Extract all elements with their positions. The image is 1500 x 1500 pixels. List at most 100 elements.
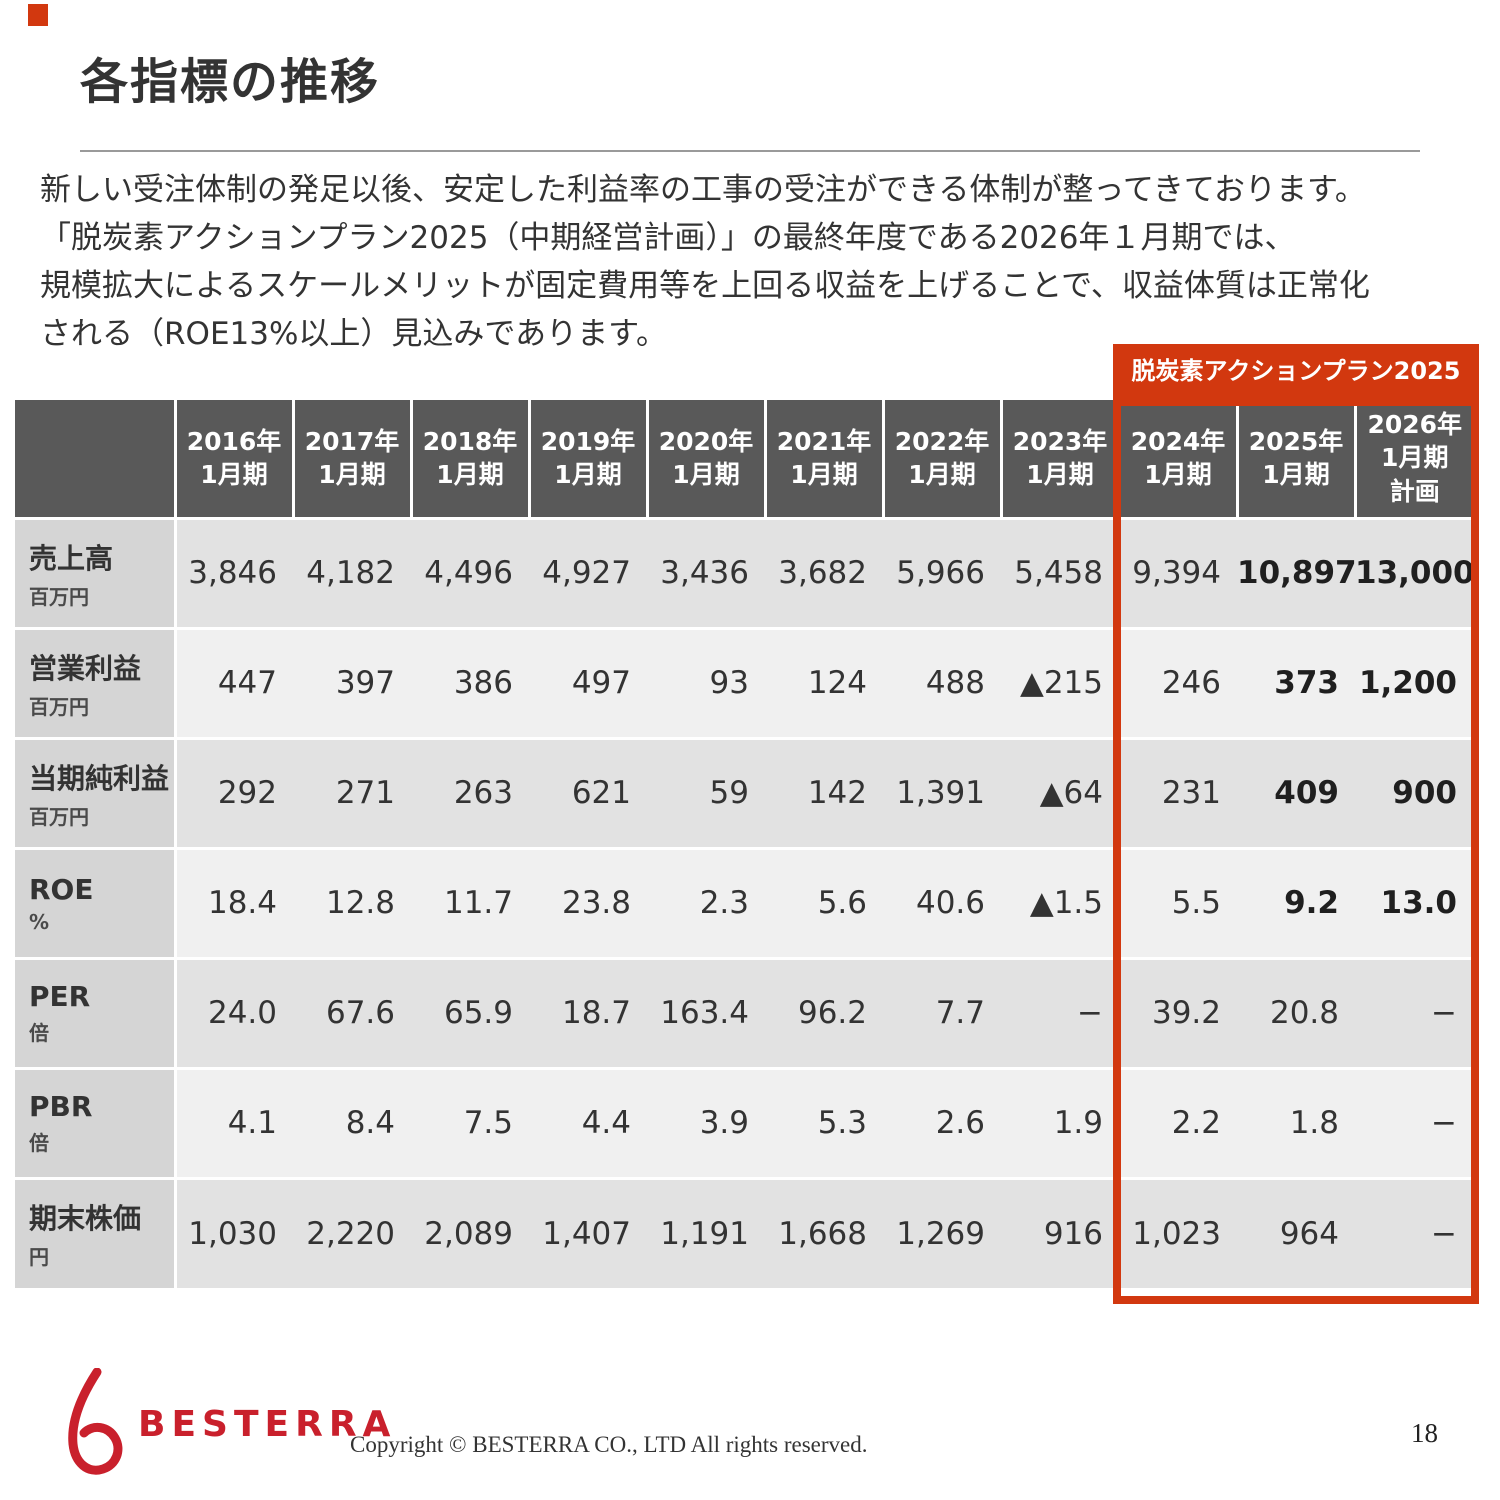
cell-2025: 964 <box>1237 1176 1355 1288</box>
plan-badge: 脱炭素アクションプラン2025 <box>1113 344 1479 398</box>
title-underline <box>80 150 1420 152</box>
cell-2023: − <box>1001 956 1119 1068</box>
corner-accent <box>28 4 48 26</box>
column-header-2018: 2018年 1月期 <box>409 400 529 520</box>
cell-2026: 1,200 <box>1355 626 1473 738</box>
cell-2019: 18.7 <box>529 956 647 1068</box>
cell-2025: 9.2 <box>1237 846 1355 958</box>
cell-2017: 12.8 <box>293 846 411 958</box>
row-label: ROE% <box>15 846 177 958</box>
column-header-2022: 2022年 1月期 <box>881 400 1001 520</box>
row-name: 当期純利益 <box>29 761 170 795</box>
cell-2019: 4.4 <box>529 1066 647 1178</box>
cell-2019: 23.8 <box>529 846 647 958</box>
besterra-logo-icon <box>68 1368 123 1475</box>
cell-2024: 2.2 <box>1119 1066 1237 1178</box>
column-header-2016: 2016年 1月期 <box>173 400 293 520</box>
cell-2021: 3,682 <box>765 516 883 628</box>
cell-2017: 271 <box>293 736 411 848</box>
cell-2025: 373 <box>1237 626 1355 738</box>
column-header-2024: 2024年 1月期 <box>1117 400 1237 520</box>
table-row: 売上高 百万円 3,846 4,182 4,496 4,927 3,436 3,682 5,96… <box>15 516 1475 628</box>
table-row: 期末株価円 1,030 2,220 2,089 1,407 1,191 1,668 1,269… <box>15 1176 1473 1288</box>
row-label: 当期純利益 百万円 <box>15 736 177 848</box>
page-number: 18 <box>1411 1418 1438 1448</box>
row-name: PER <box>29 980 91 1013</box>
cell-2022: 1,391 <box>883 736 1001 848</box>
besterra-logo-text: BESTERRA <box>138 1403 397 1445</box>
cell-2018: 11.7 <box>411 846 529 958</box>
cell-2022: 7.7 <box>883 956 1001 1068</box>
cell-2022: 1,269 <box>883 1176 1001 1288</box>
footer-logo: BESTERRA <box>56 1368 396 1480</box>
cell-2019: 1,407 <box>529 1176 647 1288</box>
cell-2021: 5.3 <box>765 1066 883 1178</box>
cell-2024: 5.5 <box>1119 846 1237 958</box>
row-unit: 百万円 <box>29 584 89 609</box>
row-unit: 倍 <box>29 1021 49 1045</box>
row-unit: % <box>29 909 50 934</box>
cell-2022: 40.6 <box>883 846 1001 958</box>
cell-2020: 3.9 <box>647 1066 765 1178</box>
cell-2016: 447 <box>175 626 293 738</box>
cell-2019: 621 <box>529 736 647 848</box>
cell-2018: 7.5 <box>411 1066 529 1178</box>
cell-2026: − <box>1355 956 1473 1068</box>
cell-2017: 2,220 <box>293 1176 411 1288</box>
cell-2016: 18.4 <box>175 846 293 958</box>
column-header-2026: 2026年 1月期 計画 <box>1353 400 1473 520</box>
row-unit: 百万円 <box>29 694 89 719</box>
cell-2021: 1,668 <box>765 1176 883 1288</box>
cell-2025: 20.8 <box>1237 956 1355 1068</box>
cell-2024: 246 <box>1119 626 1237 738</box>
row-name: ROE <box>29 872 94 906</box>
table-row: PER 倍 24.0 67.6 65.9 18.7 163.4 96.2 7.7−39.2 20.… <box>15 956 1473 1068</box>
cell-2026: 900 <box>1355 736 1473 848</box>
cell-2018: 2,089 <box>411 1176 529 1288</box>
cell-2016: 3,846 <box>175 516 293 628</box>
row-label: 売上高 百万円 <box>15 516 177 628</box>
cell-2023: 916 <box>1001 1176 1119 1288</box>
cell-2023: 5,458 <box>1001 516 1119 628</box>
table-row: ROE% 18.4 12.8 11.7 23.8 2.3 5.6 40.6 ▲1.5 5.5 9.2… <box>15 846 1473 958</box>
cell-2026: − <box>1355 1176 1473 1288</box>
cell-2023: ▲215 <box>1001 626 1119 738</box>
cell-2022: 5,966 <box>883 516 1001 628</box>
row-unit: 百万円 <box>29 804 89 829</box>
cell-2016: 1,030 <box>175 1176 293 1288</box>
row-unit: 倍 <box>29 1131 49 1155</box>
table-row: PBR 倍 4.1 8.4 7.5 4.4 3.9 5.3 2.6 1.9 2.2 1.8− <box>15 1066 1473 1178</box>
cell-2025: 1.8 <box>1237 1066 1355 1178</box>
cell-2021: 5.6 <box>765 846 883 958</box>
cell-2016: 4.1 <box>175 1066 293 1178</box>
row-name: PBR <box>29 1090 93 1123</box>
cell-2021: 142 <box>765 736 883 848</box>
copyright-text: Copyright © BESTERRA CO., LTD All rights… <box>350 1432 868 1457</box>
column-header-2025: 2025年 1月期 <box>1235 400 1355 520</box>
table-row: 営業利益 百万円 447 397 386 497 93 124 488 ▲215 246 373 1,2… <box>15 626 1473 738</box>
cell-2024: 9,394 <box>1119 516 1237 628</box>
cell-2017: 67.6 <box>293 956 411 1068</box>
table-corner-cell <box>15 400 175 520</box>
cell-2024: 231 <box>1119 736 1237 848</box>
cell-2023: 1.9 <box>1001 1066 1119 1178</box>
row-label: PER 倍 <box>15 956 177 1068</box>
metrics-table: 2016年 1月期 2017年 1月期 2018年 1月期 2019年 1月期 2020… <box>15 400 1475 1288</box>
column-header-2020: 2020年 1月期 <box>645 400 765 520</box>
cell-2021: 124 <box>765 626 883 738</box>
cell-2020: 2.3 <box>647 846 765 958</box>
row-unit: 円 <box>29 1245 49 1270</box>
cell-2025: 10,897 <box>1237 516 1357 628</box>
cell-2021: 96.2 <box>765 956 883 1068</box>
page-title: 各指標の推移 <box>80 54 381 110</box>
cell-2022: 488 <box>883 626 1001 738</box>
cell-2020: 163.4 <box>647 956 765 1068</box>
row-name: 営業利益 <box>29 651 142 685</box>
cell-2025: 409 <box>1237 736 1355 848</box>
cell-2018: 263 <box>411 736 529 848</box>
cell-2017: 397 <box>293 626 411 738</box>
column-header-2021: 2021年 1月期 <box>763 400 883 520</box>
cell-2020: 59 <box>647 736 765 848</box>
cell-2024: 1,023 <box>1119 1176 1237 1288</box>
table-wrap: 2016年 1月期 2017年 1月期 2018年 1月期 2019年 1月期 2020… <box>15 400 1475 1288</box>
